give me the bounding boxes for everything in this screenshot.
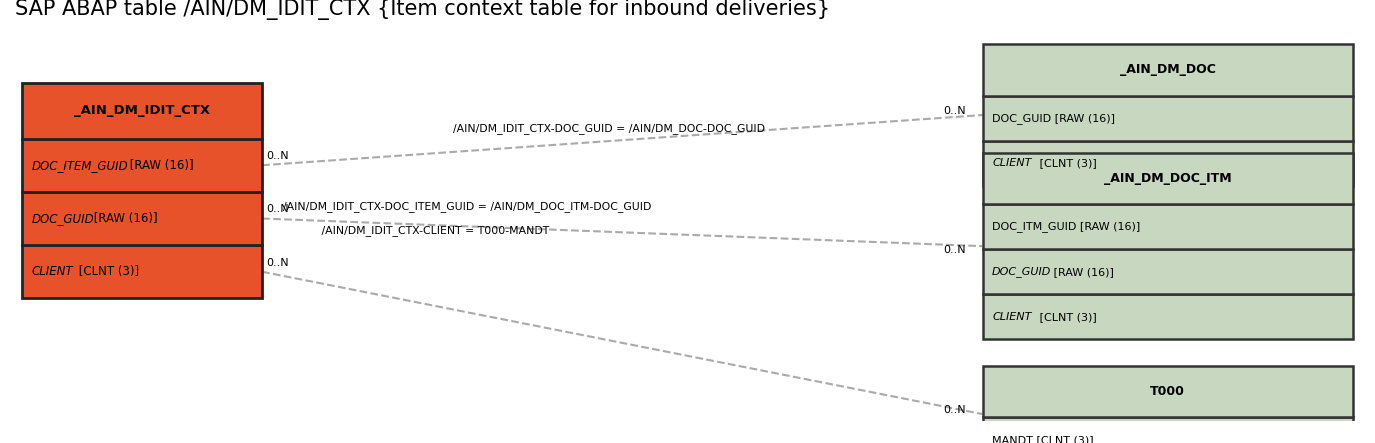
Text: _AIN_DM_IDIT_CTX: _AIN_DM_IDIT_CTX bbox=[74, 105, 210, 117]
Text: [CLNT (3)]: [CLNT (3)] bbox=[1035, 158, 1096, 168]
FancyBboxPatch shape bbox=[983, 366, 1353, 417]
Text: [CLNT (3)]: [CLNT (3)] bbox=[1035, 312, 1096, 322]
Text: CLIENT: CLIENT bbox=[993, 312, 1031, 322]
Text: /AIN/DM_IDIT_CTX-DOC_ITEM_GUID = /AIN/DM_DOC_ITM-DOC_GUID: /AIN/DM_IDIT_CTX-DOC_ITEM_GUID = /AIN/DM… bbox=[283, 202, 652, 212]
FancyBboxPatch shape bbox=[983, 204, 1353, 249]
Text: MANDT [CLNT (3)]: MANDT [CLNT (3)] bbox=[993, 435, 1093, 443]
Text: DOC_GUID: DOC_GUID bbox=[32, 212, 95, 225]
Text: SAP ABAP table /AIN/DM_IDIT_CTX {Item context table for inbound deliveries}: SAP ABAP table /AIN/DM_IDIT_CTX {Item co… bbox=[15, 0, 830, 20]
FancyBboxPatch shape bbox=[22, 192, 263, 245]
Text: DOC_GUID [RAW (16)]: DOC_GUID [RAW (16)] bbox=[993, 113, 1115, 124]
Text: 0..N: 0..N bbox=[267, 204, 289, 214]
FancyBboxPatch shape bbox=[983, 44, 1353, 96]
Text: [RAW (16)]: [RAW (16)] bbox=[1050, 267, 1114, 277]
Text: _AIN_DM_DOC: _AIN_DM_DOC bbox=[1119, 63, 1216, 77]
Text: 0..N: 0..N bbox=[267, 258, 289, 268]
FancyBboxPatch shape bbox=[983, 294, 1353, 339]
Text: 0..N: 0..N bbox=[943, 245, 967, 255]
FancyBboxPatch shape bbox=[22, 83, 263, 139]
Text: DOC_ITEM_GUID: DOC_ITEM_GUID bbox=[32, 159, 128, 172]
FancyBboxPatch shape bbox=[983, 249, 1353, 294]
Text: _AIN_DM_DOC_ITM: _AIN_DM_DOC_ITM bbox=[1104, 172, 1232, 185]
Text: T000: T000 bbox=[1151, 385, 1185, 398]
FancyBboxPatch shape bbox=[983, 153, 1353, 204]
FancyBboxPatch shape bbox=[22, 245, 263, 299]
Text: [RAW (16)]: [RAW (16)] bbox=[89, 212, 157, 225]
Text: CLIENT: CLIENT bbox=[993, 158, 1031, 168]
Text: [CLNT (3)]: [CLNT (3)] bbox=[76, 265, 139, 278]
Text: DOC_ITM_GUID [RAW (16)]: DOC_ITM_GUID [RAW (16)] bbox=[993, 221, 1140, 232]
Text: /AIN/DM_IDIT_CTX-DOC_GUID = /AIN/DM_DOC-DOC_GUID: /AIN/DM_IDIT_CTX-DOC_GUID = /AIN/DM_DOC-… bbox=[452, 123, 764, 134]
Text: CLIENT: CLIENT bbox=[32, 265, 73, 278]
Text: 0..N: 0..N bbox=[267, 151, 289, 161]
Text: [RAW (16)]: [RAW (16)] bbox=[126, 159, 194, 172]
Text: DOC_GUID: DOC_GUID bbox=[993, 266, 1052, 277]
FancyBboxPatch shape bbox=[983, 96, 1353, 141]
Text: 0..N: 0..N bbox=[943, 405, 967, 415]
FancyBboxPatch shape bbox=[983, 417, 1353, 443]
Text: /AIN/DM_IDIT_CTX-CLIENT = T000-MANDT: /AIN/DM_IDIT_CTX-CLIENT = T000-MANDT bbox=[283, 225, 549, 236]
FancyBboxPatch shape bbox=[983, 141, 1353, 186]
FancyBboxPatch shape bbox=[22, 139, 263, 192]
Text: 0..N: 0..N bbox=[943, 106, 967, 116]
